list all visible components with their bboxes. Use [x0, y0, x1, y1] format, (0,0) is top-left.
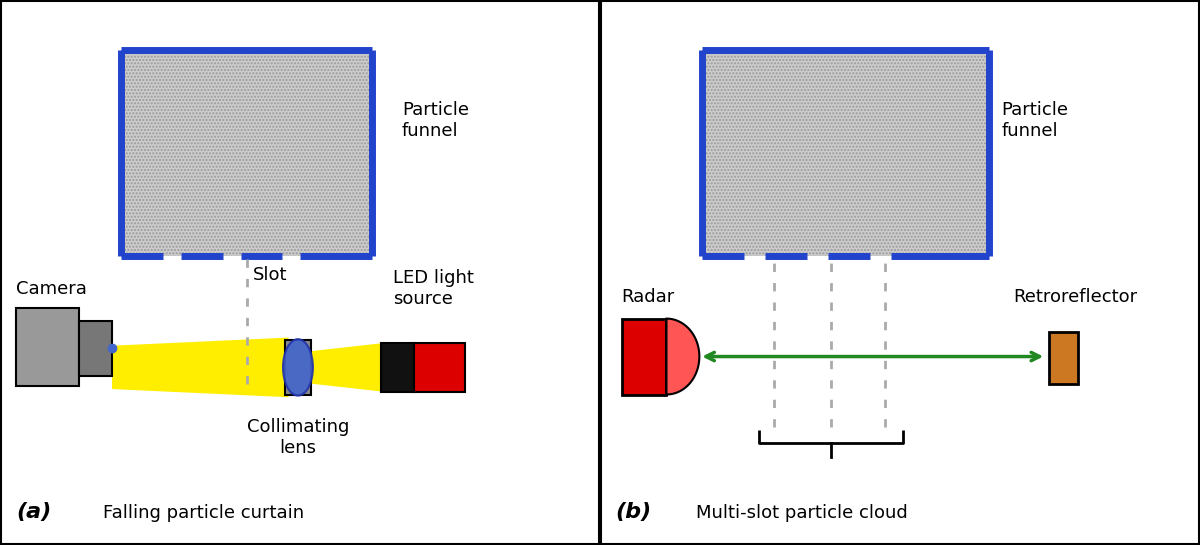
- Bar: [414, 343, 464, 392]
- Text: Camera: Camera: [17, 280, 88, 298]
- Polygon shape: [311, 343, 384, 392]
- Bar: [286, 340, 311, 395]
- Text: Falling particle curtain: Falling particle curtain: [103, 504, 304, 522]
- Text: Retroreflector: Retroreflector: [1013, 288, 1138, 306]
- Text: Slot: Slot: [252, 266, 287, 284]
- Bar: [382, 343, 414, 392]
- Text: Multi-slot particle cloud: Multi-slot particle cloud: [696, 504, 908, 522]
- Bar: [79, 322, 112, 376]
- Bar: [702, 50, 989, 256]
- Bar: [1049, 332, 1078, 384]
- Bar: [121, 50, 372, 256]
- Text: (a): (a): [17, 502, 52, 522]
- Text: (b): (b): [616, 502, 652, 522]
- Bar: [622, 319, 666, 395]
- Polygon shape: [666, 319, 700, 395]
- Text: Collimating
lens: Collimating lens: [247, 419, 349, 457]
- Ellipse shape: [283, 339, 313, 396]
- Bar: [17, 308, 79, 386]
- Text: LED light
source: LED light source: [394, 269, 474, 308]
- Text: Particle
funnel: Particle funnel: [402, 101, 469, 140]
- Text: Particle
funnel: Particle funnel: [1001, 101, 1068, 140]
- Text: Radar: Radar: [622, 288, 674, 306]
- Polygon shape: [112, 337, 288, 397]
